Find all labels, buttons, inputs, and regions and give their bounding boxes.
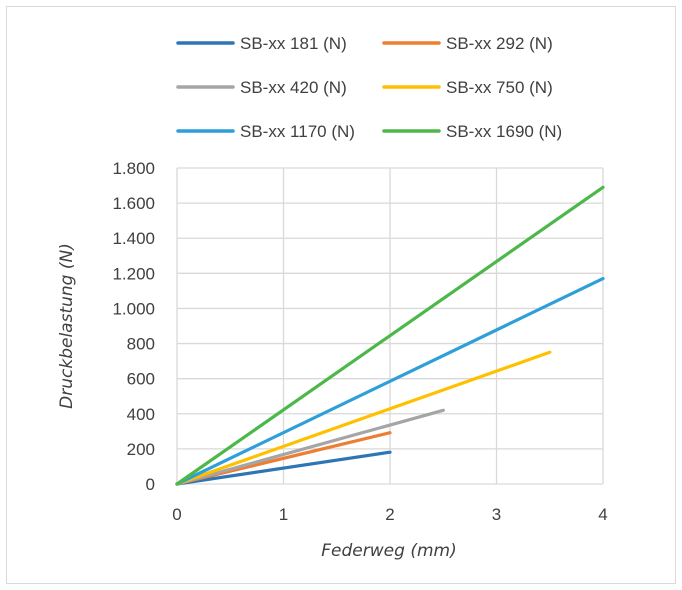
y-tick-label: 800 bbox=[127, 335, 155, 354]
y-tick-label: 200 bbox=[127, 440, 155, 459]
y-tick-label: 1.000 bbox=[112, 299, 155, 318]
y-tick-label: 1.400 bbox=[112, 229, 155, 248]
legend-label: SB-xx 750 (N) bbox=[446, 78, 553, 97]
legend-label: SB-xx 1170 (N) bbox=[240, 122, 355, 141]
y-tick-label: 1.200 bbox=[112, 264, 155, 283]
y-tick-label: 400 bbox=[127, 405, 155, 424]
x-tick-label: 4 bbox=[598, 505, 607, 524]
legend-label: SB-xx 292 (N) bbox=[446, 34, 553, 53]
y-tick-label: 1.800 bbox=[112, 159, 155, 178]
legend-item: SB-xx 420 (N) bbox=[178, 78, 347, 97]
legend-label: SB-xx 420 (N) bbox=[240, 78, 347, 97]
x-tick-label: 0 bbox=[172, 505, 181, 524]
y-tick-label: 0 bbox=[146, 475, 155, 494]
legend-label: SB-xx 1690 (N) bbox=[446, 122, 562, 141]
y-axis-title: Druckbelastung (N) bbox=[57, 243, 77, 409]
x-tick-label: 3 bbox=[492, 505, 501, 524]
legend-item: SB-xx 1170 (N) bbox=[178, 122, 355, 141]
legend-label: SB-xx 181 (N) bbox=[240, 34, 347, 53]
tick-labels: 0 200 400 600 800 1.000 1.200 1.400 1.600 1.800 0 1… bbox=[112, 159, 607, 524]
grid bbox=[177, 168, 603, 484]
x-tick-label: 2 bbox=[385, 505, 394, 524]
legend-item: SB-xx 292 (N) bbox=[384, 34, 553, 53]
legend: SB-xx 181 (N) SB-xx 292 (N) SB-xx 420 (N) S… bbox=[178, 34, 562, 141]
y-tick-label: 1.600 bbox=[112, 194, 155, 213]
y-tick-label: 600 bbox=[127, 370, 155, 389]
legend-item: SB-xx 181 (N) bbox=[178, 34, 347, 53]
series-line-4 bbox=[177, 352, 550, 484]
legend-item: SB-xx 750 (N) bbox=[384, 78, 553, 97]
x-axis-title: Federweg (mm) bbox=[321, 541, 456, 561]
x-tick-label: 1 bbox=[279, 505, 288, 524]
legend-item: SB-xx 1690 (N) bbox=[384, 122, 562, 141]
